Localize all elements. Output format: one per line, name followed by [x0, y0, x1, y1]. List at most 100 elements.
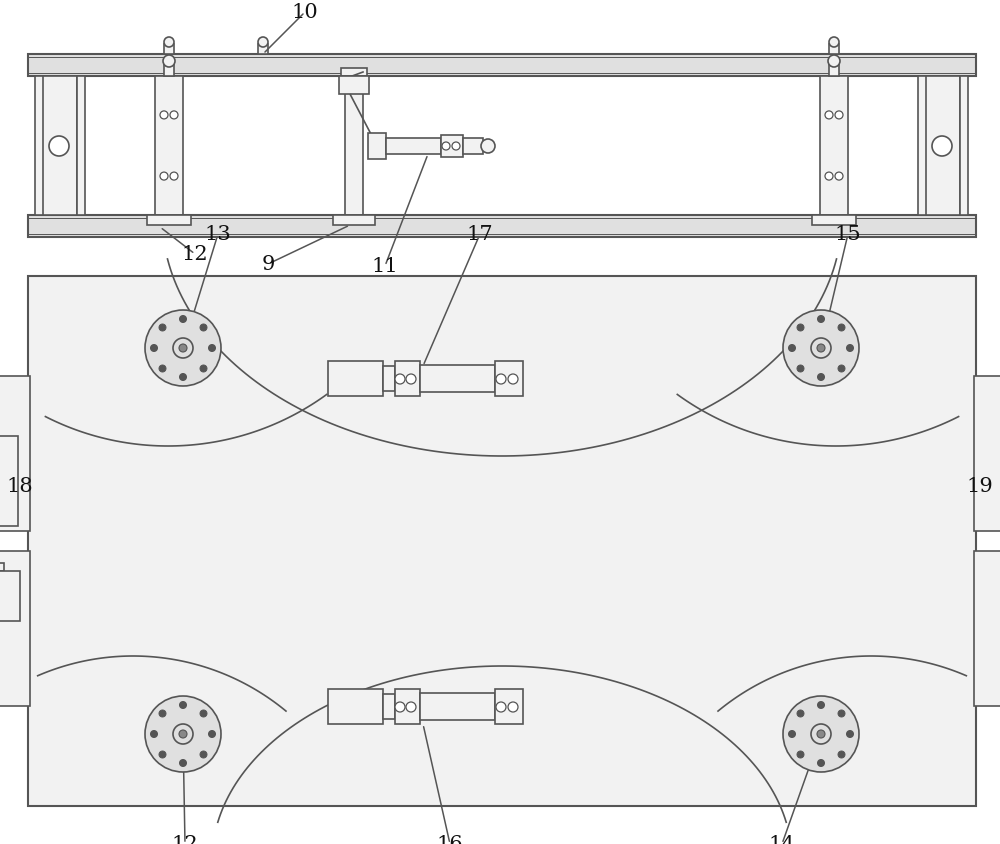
Circle shape: [209, 731, 216, 738]
Bar: [829, 62, 839, 77]
Bar: [925, 77, 960, 216]
Circle shape: [783, 311, 859, 387]
Bar: [0, 376, 30, 532]
Circle shape: [838, 365, 845, 372]
Bar: [383, 366, 395, 392]
Circle shape: [818, 374, 824, 381]
Circle shape: [173, 338, 193, 359]
Circle shape: [159, 325, 166, 332]
Circle shape: [452, 143, 460, 151]
Circle shape: [838, 751, 845, 758]
Circle shape: [846, 345, 854, 352]
Circle shape: [797, 751, 804, 758]
Circle shape: [406, 702, 416, 712]
Bar: [463, 138, 483, 154]
Bar: [386, 138, 441, 154]
Circle shape: [817, 730, 825, 738]
Bar: [42, 77, 77, 216]
Circle shape: [151, 731, 158, 738]
Circle shape: [200, 325, 207, 332]
Text: 12: 12: [182, 246, 208, 264]
Bar: [0, 563, 4, 571]
Circle shape: [783, 696, 859, 772]
Bar: [28, 55, 976, 77]
Circle shape: [179, 344, 187, 353]
Circle shape: [164, 38, 174, 48]
Bar: [0, 571, 20, 621]
Bar: [420, 365, 495, 392]
Bar: [28, 277, 976, 806]
Circle shape: [151, 345, 158, 352]
Circle shape: [825, 173, 833, 181]
Bar: [918, 77, 926, 216]
Circle shape: [825, 111, 833, 120]
Bar: [495, 361, 523, 397]
Circle shape: [788, 731, 796, 738]
Circle shape: [811, 338, 831, 359]
Circle shape: [828, 56, 840, 68]
Text: 11: 11: [372, 257, 398, 276]
Bar: [974, 551, 1000, 706]
Bar: [164, 45, 174, 55]
Bar: [829, 45, 839, 55]
Bar: [258, 45, 268, 55]
Circle shape: [180, 701, 187, 709]
Bar: [495, 690, 523, 724]
Bar: [28, 216, 976, 238]
Circle shape: [406, 375, 416, 385]
Circle shape: [811, 724, 831, 744]
Circle shape: [835, 111, 843, 120]
Bar: [328, 361, 383, 397]
Bar: [35, 77, 43, 216]
Circle shape: [200, 710, 207, 717]
Circle shape: [170, 111, 178, 120]
Circle shape: [838, 325, 845, 332]
Circle shape: [797, 325, 804, 332]
Bar: [420, 693, 495, 720]
Bar: [341, 69, 367, 77]
Text: 16: 16: [437, 835, 463, 844]
Circle shape: [179, 730, 187, 738]
Circle shape: [846, 731, 854, 738]
Circle shape: [838, 710, 845, 717]
Circle shape: [209, 345, 216, 352]
Circle shape: [829, 38, 839, 48]
Circle shape: [797, 365, 804, 372]
Circle shape: [508, 702, 518, 712]
Bar: [0, 436, 18, 527]
Bar: [960, 77, 968, 216]
Circle shape: [818, 316, 824, 323]
Circle shape: [180, 316, 187, 323]
Circle shape: [395, 702, 405, 712]
Circle shape: [159, 751, 166, 758]
Bar: [164, 62, 174, 77]
Circle shape: [258, 38, 268, 48]
Circle shape: [395, 375, 405, 385]
Bar: [339, 77, 369, 95]
Text: 18: 18: [7, 477, 33, 496]
Circle shape: [180, 760, 187, 766]
Bar: [77, 77, 85, 216]
Circle shape: [481, 140, 495, 154]
Circle shape: [160, 173, 168, 181]
Text: 9: 9: [261, 255, 275, 274]
Bar: [820, 77, 848, 216]
Text: 15: 15: [835, 225, 861, 244]
Circle shape: [200, 365, 207, 372]
Text: 19: 19: [967, 477, 993, 496]
Circle shape: [496, 702, 506, 712]
Circle shape: [163, 56, 175, 68]
Circle shape: [817, 344, 825, 353]
Circle shape: [835, 173, 843, 181]
Circle shape: [818, 701, 824, 709]
Text: 13: 13: [205, 225, 231, 244]
Circle shape: [159, 365, 166, 372]
Text: 14: 14: [769, 835, 795, 844]
Circle shape: [496, 375, 506, 385]
Circle shape: [200, 751, 207, 758]
Circle shape: [160, 111, 168, 120]
Circle shape: [442, 143, 450, 151]
Bar: [345, 77, 363, 216]
Circle shape: [797, 710, 804, 717]
Text: 12: 12: [172, 835, 198, 844]
